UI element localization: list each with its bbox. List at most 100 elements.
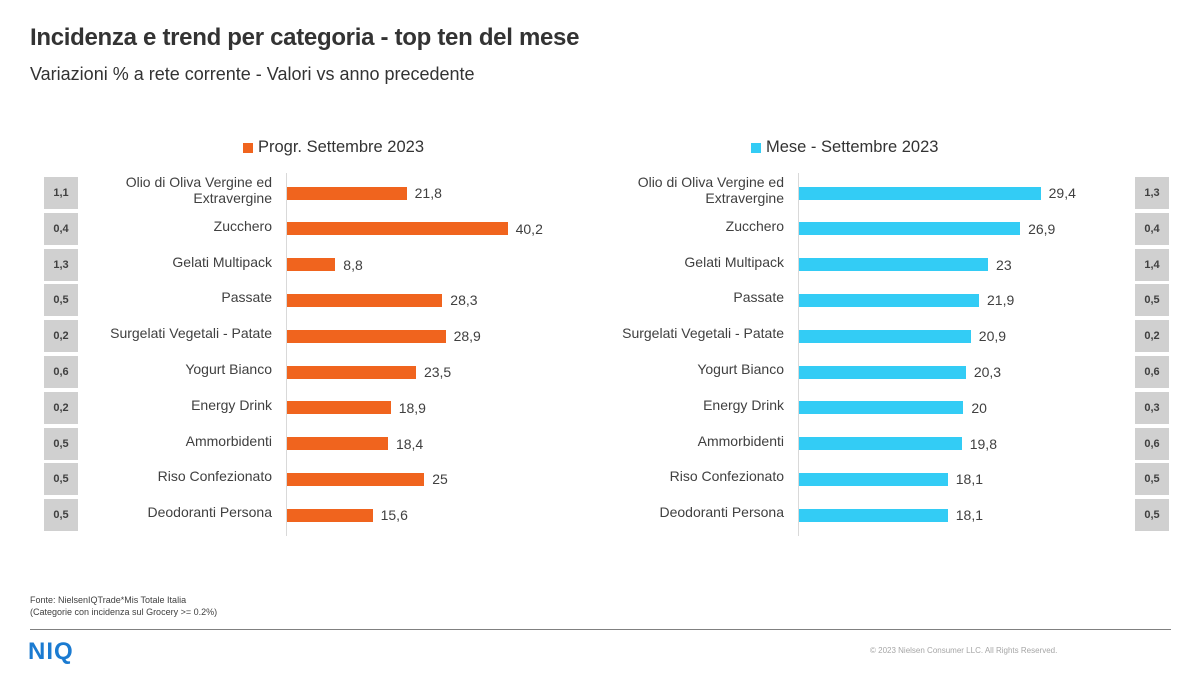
bar-value-label: 18,9 [398,399,426,416]
bar [799,186,1041,200]
category-label-line: Energy Drink [191,396,272,413]
bar-value-label: 18,4 [395,435,424,452]
incidenza-box: 0,4 [43,211,79,246]
category-label-line: Olio di Oliva Vergine ed [125,174,272,190]
category-label: Deodoranti Persona [554,504,784,520]
bar-value-label: 23 [996,256,1012,273]
bar [287,365,416,379]
category-label: Zucchero [554,218,784,234]
incidenza-box: 1,4 [1134,247,1170,282]
category-label-line: Riso Confezionato [669,468,784,485]
incidenza-box: 0,5 [43,426,79,461]
category-label: Passate [42,289,272,305]
bar-value-label: 21,9 [987,292,1015,309]
footer-divider [30,629,1171,630]
category-label-line: Olio di Oliva Vergine ed [637,174,784,190]
incidenza-box: 0,2 [43,390,79,425]
bar [799,508,948,522]
legend-label: Mese - Settembre 2023 [766,138,939,156]
bar [799,437,962,451]
bar [287,258,336,272]
legend-swatch [243,142,253,153]
category-label: Energy Drink [42,397,272,413]
category-label-line: Passate [221,289,272,306]
bar [287,293,443,307]
category-label: Ammorbidenti [554,433,784,449]
category-label: Riso Confezionato [42,468,272,484]
incidenza-box: 1,3 [43,247,79,282]
category-label-line: Yogurt Bianco [697,361,784,377]
chart-legend: Mese - Settembre 2023 [751,138,938,157]
category-label-line: Ammorbidenti [185,432,272,449]
category-label: Deodoranti Persona [42,504,272,520]
incidenza-box: 0,6 [1134,355,1170,389]
category-label: Olio di Oliva Vergine ed Extravergine [42,174,272,206]
right-bar-chart: Mese - Settembre 2023 1,3 Olio di Oliva Ve… [590,130,1180,540]
bar [799,401,964,415]
category-label-line: Surgelati Vegetali - Patate [622,325,784,342]
bar-value-label: 15,6 [380,507,408,524]
bar-value-label: 25 [432,471,448,488]
chart-legend: Progr. Settembre 2023 [243,138,424,157]
incidenza-box: 0,2 [1134,319,1170,354]
bar-value-label: 21,8 [414,185,442,201]
bar [287,508,373,522]
category-label-line: Deodoranti Persona [147,504,272,521]
bar-value-label: 29,4 [1048,185,1076,201]
bar [287,437,388,451]
category-label: Passate [554,289,784,305]
category-label: Surgelati Vegetali - Patate [42,325,272,341]
category-label-line: Passate [733,289,784,306]
incidenza-box: 0,5 [43,283,79,318]
category-axis-line [286,173,287,536]
category-label-line: Energy Drink [703,396,784,413]
category-label-line: Zucchero [725,217,784,234]
category-label-line: Surgelati Vegetali - Patate [110,325,272,342]
bar [287,401,391,415]
incidenza-box: 0,5 [43,462,79,497]
bar-value-label: 40,2 [515,220,543,237]
bar [799,472,948,486]
source-line-2: (Categorie con incidenza sul Grocery >= … [30,607,218,617]
category-label-line: Gelati Multipack [684,253,784,270]
bar [287,329,446,343]
category-label: Ammorbidenti [42,433,272,449]
incidenza-box: 0,6 [43,355,79,389]
bar-value-label: 28,3 [450,292,478,309]
bar-value-label: 8,8 [343,256,363,273]
category-label-line: Zucchero [213,217,272,234]
bar-value-label: 19,8 [969,435,997,452]
category-axis-line [798,173,799,536]
category-label: Gelati Multipack [42,254,272,270]
category-label-line: Extravergine [193,190,272,206]
bar-value-label: 20,3 [973,364,1002,380]
legend-label: Progr. Settembre 2023 [258,138,425,156]
bar [287,186,407,200]
bar [799,222,1021,236]
bar [287,472,425,486]
category-label-line: Gelati Multipack [172,253,272,270]
category-label-line: Ammorbidenti [697,432,784,449]
bar [799,365,966,379]
category-label: Energy Drink [554,397,784,413]
incidenza-box: 0,5 [1134,283,1170,318]
category-label: Yogurt Bianco [554,361,784,377]
bar [287,222,508,236]
bar [799,293,979,307]
incidenza-box: 0,5 [43,498,79,533]
category-label-line: Extravergine [705,190,784,206]
source-note: Fonte: NielsenIQTrade*Mis Totale Italia … [30,594,217,618]
bar-value-label: 23,5 [423,364,452,380]
incidenza-box: 0,5 [1134,462,1170,497]
bar-value-label: 28,9 [453,328,481,345]
page-subtitle: Variazioni % a rete corrente - Valori vs… [30,64,475,84]
incidenza-box: 0,5 [1134,498,1170,533]
category-label-line: Riso Confezionato [157,468,272,485]
bar-value-label: 26,9 [1028,220,1056,237]
incidenza-box: 1,1 [43,176,79,210]
legend-swatch [751,142,761,153]
incidenza-box: 0,6 [1134,426,1170,461]
copyright-notice: © 2023 Nielsen Consumer LLC. All Rights … [870,646,1058,655]
category-label-line: Deodoranti Persona [659,504,784,521]
category-label: Surgelati Vegetali - Patate [554,325,784,341]
